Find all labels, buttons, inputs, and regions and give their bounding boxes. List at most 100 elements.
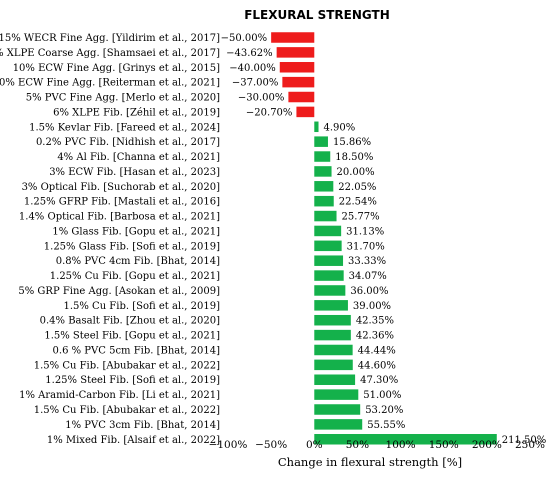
value-label: −50.00%	[221, 33, 268, 44]
value-label: 33.33%	[348, 256, 386, 267]
bar	[314, 419, 363, 430]
value-label: −20.70%	[246, 107, 293, 118]
bar	[314, 225, 342, 237]
bar	[314, 314, 351, 326]
bar	[314, 166, 332, 177]
category-label: 1% PVC 3cm Fib. [Bhat, 2014]	[65, 420, 220, 431]
bar	[314, 151, 331, 162]
category-label: 1% Aramid-Carbon Fib. [Li et al., 2021]	[19, 390, 220, 401]
category-label: 0.4% Basalt Fib. [Zhou et al., 2020]	[40, 316, 220, 327]
bar	[314, 210, 337, 222]
value-label: 36.00%	[350, 286, 388, 297]
category-label: 0.8% PVC 4cm Fib. [Bhat, 2014]	[56, 256, 220, 267]
value-label: 42.35%	[356, 316, 394, 327]
bar	[314, 240, 342, 252]
value-label: 31.70%	[347, 241, 385, 252]
x-tick-label: 200%	[472, 439, 502, 451]
category-label: 0.6 % PVC 5cm Fib. [Bhat, 2014]	[53, 345, 221, 356]
x-tick-label: 50%	[346, 439, 369, 451]
bar	[314, 195, 334, 207]
value-label: 39.00%	[353, 301, 391, 312]
bar	[314, 344, 353, 356]
category-label: 1.25% Cu Fib. [Gopu et al., 2021]	[50, 271, 220, 282]
value-label: −30.00%	[238, 93, 285, 104]
x-tick-label: 100%	[386, 439, 416, 451]
category-label: 0.2% PVC Fib. [Nidhish et al., 2017]	[36, 137, 220, 148]
value-label: 51.00%	[363, 390, 401, 401]
bar	[279, 62, 315, 73]
bar	[288, 91, 315, 103]
category-label: 1.5% Kevlar Fib. [Fareed et al., 2024]	[29, 122, 220, 133]
bar	[314, 285, 346, 296]
category-label: 30% ECW Fine Agg. [Reiterman et al., 202…	[0, 78, 220, 89]
x-tick-label: 0%	[306, 439, 323, 451]
category-label: 3% Optical Fib. [Suchorab et al., 2020]	[22, 182, 221, 193]
x-tick-label: −100%	[209, 439, 248, 451]
value-label: 18.50%	[335, 152, 373, 163]
category-label: 1.25% Steel Fib. [Sofi et al., 2019]	[45, 375, 220, 386]
bar	[271, 32, 315, 43]
bar	[314, 329, 351, 341]
category-label: 1% Mixed Fib. [Alsaif et al., 2022]	[47, 435, 220, 446]
category-label: 1.5% Steel Fib. [Gopu et al., 2021]	[44, 331, 220, 342]
bar	[314, 374, 356, 385]
bar	[282, 76, 315, 88]
x-tick-label: 250%	[515, 439, 545, 451]
bars-group	[271, 32, 497, 445]
value-label: 53.20%	[365, 405, 403, 416]
category-label: 10% ECW Fine Agg. [Grinys et al., 2015]	[13, 63, 220, 74]
bar	[314, 300, 348, 311]
category-label: 3% ECW Fib. [Hasan et al., 2023]	[49, 167, 220, 178]
category-label: 1% Glass Fib. [Gopu et al., 2021]	[52, 226, 220, 237]
category-label: 5% GRP Fine Agg. [Asokan et al., 2009]	[18, 286, 220, 297]
bar	[314, 255, 344, 266]
value-label: 4.90%	[324, 122, 356, 133]
value-label: 31.13%	[346, 226, 384, 237]
category-label: 1.25% Glass Fib. [Sofi et al., 2019]	[44, 241, 220, 252]
category-label: 1.5% Cu Fib. [Abubakar et al., 2022]	[34, 405, 220, 416]
bar	[314, 404, 361, 415]
category-label: 6% XLPE Fib. [Zéhil et al., 2019]	[53, 107, 220, 118]
bar	[276, 47, 315, 58]
category-label: 15% WECR Fine Agg. [Yildirim et al., 201…	[0, 33, 220, 44]
value-label: 22.54%	[339, 197, 377, 208]
category-label: 1.5% Cu Fib. [Abubakar et al., 2022]	[34, 360, 220, 371]
category-labels-group: 15% WECR Fine Agg. [Yildirim et al., 201…	[0, 33, 220, 446]
category-label: 4% Al Fib. [Channa et al., 2021]	[57, 152, 220, 163]
value-label: 44.44%	[358, 345, 396, 356]
bar	[314, 359, 353, 371]
value-label: 44.60%	[358, 360, 396, 371]
bar	[314, 121, 319, 133]
value-labels-group: −50.00% −43.62% −40.00% −37.00% −30.00% −20.7…	[221, 33, 547, 446]
x-axis-title: Change in flexural strength [%]	[278, 455, 462, 469]
bar	[314, 389, 359, 400]
x-axis-ticks-group: −100% −50% 0% 50% 100% 150% 200% 250%	[209, 439, 545, 451]
value-label: 15.86%	[333, 137, 371, 148]
value-label: 22.05%	[338, 182, 376, 193]
category-label: 1.25% GFRP Fib. [Mastali et al., 2016]	[24, 197, 220, 208]
value-label: 20.00%	[337, 167, 375, 178]
category-label: 5% PVC Fine Agg. [Merlo et al., 2020]	[26, 93, 220, 104]
category-label: 1.5% Cu Fib. [Sofi et al., 2019]	[63, 301, 220, 312]
x-tick-label: 150%	[429, 439, 459, 451]
value-label: 211.50%	[502, 435, 547, 446]
category-label: 50% XLPE Coarse Agg. [Shamsaei et al., 2…	[0, 48, 220, 59]
bar	[314, 434, 497, 445]
bar	[314, 270, 344, 281]
x-tick-label: −50%	[255, 439, 287, 451]
value-label: 55.55%	[367, 420, 405, 431]
bar	[314, 136, 328, 147]
category-label: 1.4% Optical Fib. [Barbosa et al., 2021]	[19, 212, 220, 223]
value-label: −40.00%	[229, 63, 276, 74]
bar	[296, 106, 315, 118]
value-label: 34.07%	[349, 271, 387, 282]
value-label: 25.77%	[342, 212, 380, 223]
value-label: −37.00%	[232, 78, 279, 89]
bar	[314, 181, 334, 192]
chart-title: FLEXURAL STRENGTH	[244, 8, 390, 22]
value-label: −43.62%	[226, 48, 273, 59]
value-label: 42.36%	[356, 331, 394, 342]
value-label: 47.30%	[360, 375, 398, 386]
